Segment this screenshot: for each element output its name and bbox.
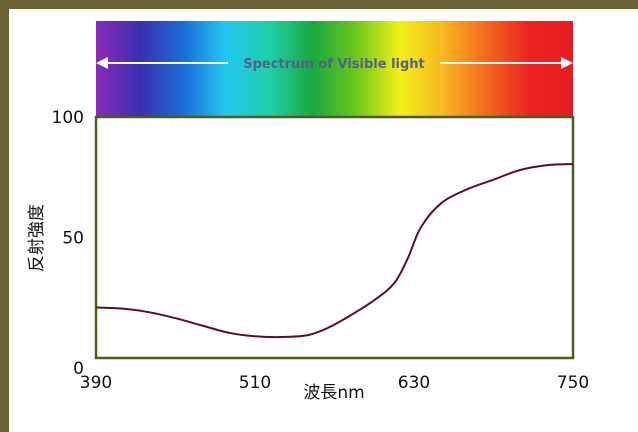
tick-layer: 390 510 630 750 0 50 100 (52, 108, 590, 393)
y-tick-label: 100 (52, 108, 84, 128)
x-tick-label: 510 (239, 373, 271, 393)
y-axis-title: 反射強度 (27, 204, 47, 272)
spectrum-bar (96, 21, 573, 117)
x-tick-label: 630 (398, 373, 430, 393)
plot-frame (94, 115, 575, 360)
spectrum-arrow-left-head (96, 57, 108, 69)
x-axis-title: 波長nm (303, 383, 364, 403)
series-line-0 (95, 163, 574, 339)
y-tick-label: 0 (73, 359, 84, 379)
spectrum-label: Spectrum of Visible light (243, 57, 425, 72)
x-tick-label: 390 (80, 373, 112, 393)
spectrum-arrow-right-head (561, 57, 573, 69)
x-tick-label: 750 (557, 373, 589, 393)
y-tick-label: 50 (62, 229, 84, 249)
data-layer (95, 163, 574, 339)
